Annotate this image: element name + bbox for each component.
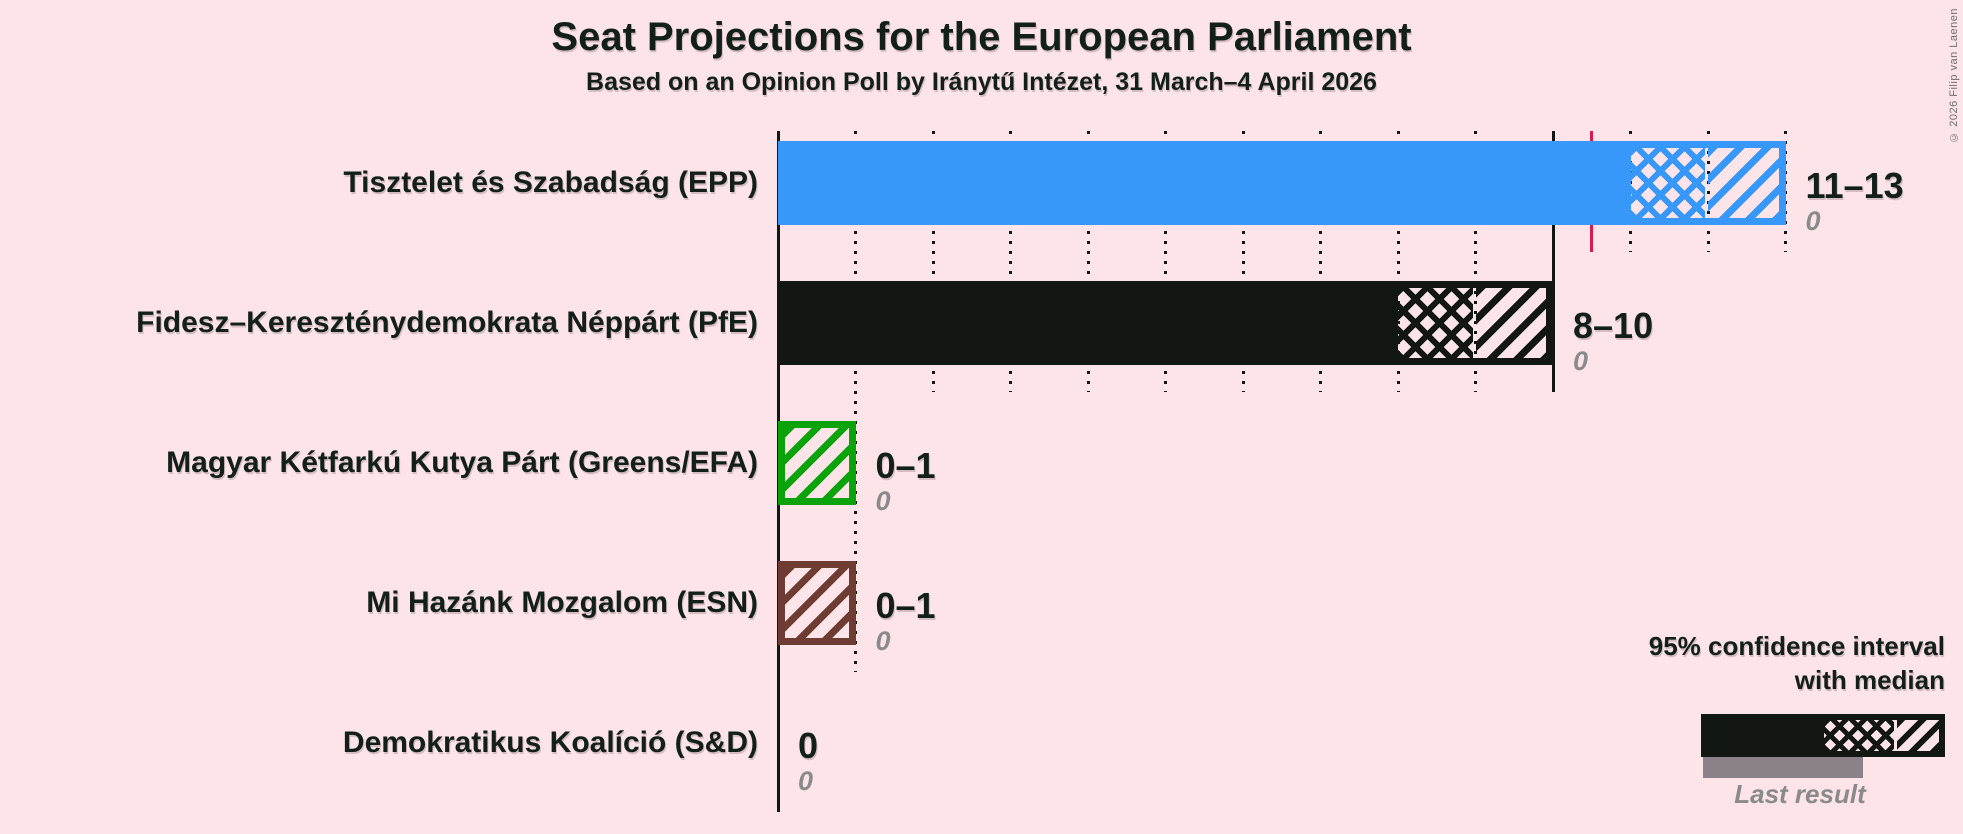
gridline-seat-2 [931, 131, 935, 392]
ci-diagonal-median-to-high [785, 568, 849, 638]
bar-confidence-interval [1630, 141, 1786, 225]
legend-sample-crosshatch [1824, 720, 1894, 751]
chart-subtitle: Based on an Opinion Poll by Iránytű Inté… [586, 68, 1377, 96]
value-label: 8–10 [1573, 305, 1654, 346]
legend-ci-sample-bar [1701, 714, 1945, 757]
last-result-value: 0 [798, 766, 814, 796]
value-label: 11–13 [1805, 165, 1904, 206]
last-result-value: 0 [875, 486, 891, 516]
last-result-value: 0 [1573, 346, 1589, 376]
bar-solid-section [778, 281, 1398, 365]
value-label: 0 [798, 725, 819, 766]
party-label: Mi Hazánk Mozgalom (ESN) [366, 586, 758, 619]
gridline-seat-10 [1551, 131, 1555, 392]
gridline-seat-7 [1319, 131, 1322, 392]
party-label: Fidesz–Kereszténydemokrata Néppárt (PfE) [136, 306, 758, 339]
gridline-seat-1 [854, 131, 857, 672]
legend-sample-solid-section [1701, 714, 1824, 757]
legend-sample-diagonal [1897, 720, 1939, 751]
ci-diagonal-median-to-high [785, 428, 849, 498]
gridline-seat-6 [1241, 131, 1245, 392]
last-result-value: 0 [875, 626, 891, 656]
legend-ci-line2: with median [1794, 665, 1945, 695]
bar-solid-section [778, 141, 1631, 225]
legend-ci-line1: 95% confidence interval [1648, 631, 1945, 661]
value-label: 0–1 [875, 445, 936, 486]
gridline-seat-9 [1474, 131, 1477, 392]
ci-crosshatch-low-to-median [1630, 148, 1705, 218]
chart-title: Seat Projections for the European Parlia… [551, 15, 1412, 59]
bar-confidence-interval [778, 421, 856, 505]
gridline-seat-5 [1164, 131, 1167, 392]
bar-confidence-interval [1398, 281, 1553, 365]
last-result-value: 0 [1805, 206, 1821, 236]
gridline-seat-3 [1009, 131, 1012, 392]
party-label: Demokratikus Koalíció (S&D) [342, 726, 758, 759]
legend-sample-ci-section [1824, 714, 1945, 757]
ci-diagonal-median-to-high [1708, 148, 1779, 218]
gridline-seat-4 [1086, 131, 1090, 392]
legend-last-result-label: Last result [1734, 779, 1866, 809]
legend-ci-label: 95% confidence interval with median [1345, 629, 1945, 697]
copyright-note: © 2026 Filip van Laenen [1948, 8, 1960, 143]
party-label: Tisztelet és Szabadság (EPP) [343, 166, 758, 199]
ci-crosshatch-low-to-median [1398, 288, 1473, 358]
bar-confidence-interval [778, 561, 856, 645]
legend-last-result-bar [1703, 757, 1863, 778]
value-label: 0–1 [875, 585, 936, 626]
gridline-seat-13 [1784, 131, 1787, 252]
party-label: Magyar Kétfarkú Kutya Párt (Greens/EFA) [166, 446, 758, 479]
ci-diagonal-median-to-high [1475, 288, 1546, 358]
gridline-seat-8 [1396, 131, 1400, 392]
